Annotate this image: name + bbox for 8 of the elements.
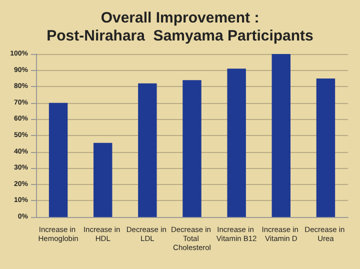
chart-title: Overall Improvement : Post-Nirahara Samyama Participants [46,10,314,44]
bar [138,83,157,217]
bar [227,68,246,217]
bar [316,78,336,217]
bar [48,102,68,217]
bar [272,54,291,217]
bar [93,142,112,217]
bar [182,80,202,217]
